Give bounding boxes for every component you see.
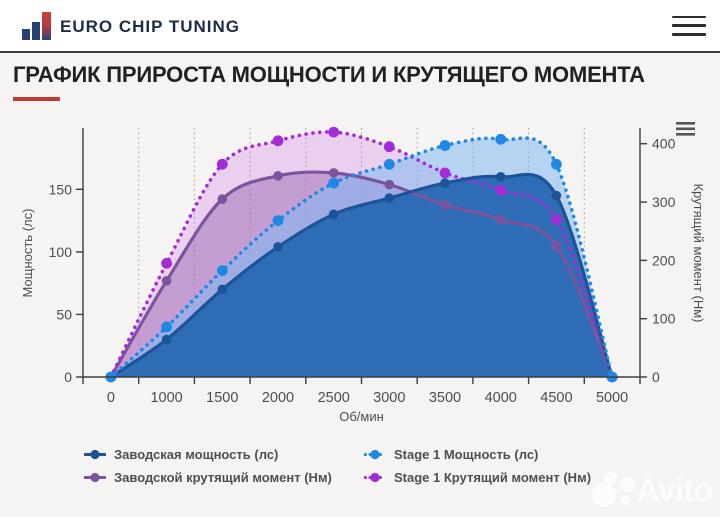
legend-label: Stage 1 Крутящий момент (Нм)	[394, 470, 592, 486]
series-area	[110, 174, 613, 378]
data-point-marker	[440, 200, 450, 211]
data-point-marker	[273, 171, 283, 181]
legend-label: Stage 1 Мощность (лс)	[394, 447, 539, 463]
legend-item[interactable]: Stage 1 Мощность (лс)	[364, 443, 644, 466]
data-point-marker	[495, 134, 507, 146]
data-point-marker	[217, 194, 228, 205]
data-point-marker	[216, 159, 228, 170]
data-point-marker	[384, 180, 395, 190]
data-point-marker	[439, 140, 451, 152]
data-point-marker	[551, 159, 562, 171]
title-accent-bar	[13, 97, 60, 102]
data-point-marker	[551, 214, 562, 226]
x-axis-tick-label: 1500	[206, 390, 238, 406]
data-point-marker	[272, 215, 284, 227]
data-point-marker	[439, 167, 451, 179]
data-point-marker	[383, 141, 395, 153]
hamburger-menu-icon[interactable]	[672, 15, 706, 36]
dyno-chart: 0 50 100 150 0 100 200 300 400 0 1000 1500 2000 2500 3…	[0, 101, 720, 438]
legend-marker-icon	[84, 450, 106, 460]
data-point-marker	[384, 193, 395, 204]
data-point-marker	[217, 284, 228, 295]
right-axis-tick-label: 200	[652, 253, 676, 269]
chart-context-menu-icon[interactable]	[676, 122, 695, 136]
series-line	[109, 170, 614, 379]
data-point-marker	[161, 276, 172, 286]
data-point-marker	[161, 321, 173, 333]
data-point-marker	[272, 135, 284, 147]
right-axis-title: Крутящий момент (Нм)	[691, 184, 706, 323]
right-axis-tick-label: 400	[652, 136, 676, 152]
data-point-marker	[495, 185, 507, 197]
data-point-marker	[161, 258, 173, 270]
legend-item[interactable]: Заводская мощность (лс)	[84, 443, 364, 466]
left-axis-title: Мощность (лс)	[20, 209, 35, 298]
data-point-marker	[273, 242, 283, 253]
left-axis-tick-label: 0	[64, 369, 72, 385]
right-axis-tick-label: 300	[652, 194, 676, 210]
right-axis-tick-label: 0	[652, 369, 660, 385]
left-axis-tick-label: 100	[49, 244, 73, 260]
right-axis-tick-label: 100	[652, 311, 676, 327]
title-section: ГРАФИК ПРИРОСТА МОЩНОСТИ И КРУТЯЩЕГО МОМ…	[0, 53, 720, 102]
data-point-marker	[383, 159, 395, 171]
legend-label: Заводской крутящий момент (Нм)	[114, 470, 332, 486]
page-title: ГРАФИК ПРИРОСТА МОЩНОСТИ И КРУТЯЩЕГО МОМ…	[13, 62, 645, 87]
legend-item[interactable]: Stage 1 Крутящий момент (Нм)	[364, 466, 644, 489]
data-point-marker	[328, 209, 339, 220]
x-axis-tick-label: 0	[107, 390, 115, 406]
data-point-marker	[328, 168, 339, 179]
legend-item[interactable]: Заводской крутящий момент (Нм)	[84, 466, 364, 489]
chart-legend: Заводская мощность (лс) Заводской крутящи…	[84, 443, 720, 489]
left-axis-tick-label: 150	[49, 182, 73, 198]
series-line	[109, 130, 614, 380]
x-axis-tick-label: 3500	[429, 390, 461, 406]
legend-label: Заводская мощность (лс)	[114, 447, 279, 463]
legend-marker-icon	[364, 473, 386, 483]
x-axis-tick-label: 4500	[540, 390, 572, 406]
x-axis-tick-label: 5000	[596, 390, 628, 406]
data-point-marker	[328, 127, 340, 138]
left-axis-tick-label: 50	[56, 307, 72, 323]
brand-name: EURO CHIP TUNING	[60, 16, 241, 36]
header: EURO CHIP TUNING	[0, 0, 720, 53]
data-point-marker	[328, 178, 340, 189]
x-axis-title: Об/мин	[339, 409, 384, 424]
data-point-marker	[551, 241, 562, 251]
x-axis-tick-label: 3000	[373, 390, 405, 406]
x-axis-tick-label: 4000	[485, 390, 517, 406]
data-point-marker	[161, 335, 172, 345]
x-axis-tick-label: 2000	[262, 390, 294, 406]
x-axis-tick-label: 2500	[318, 390, 350, 406]
data-point-marker	[495, 172, 506, 182]
legend-marker-icon	[364, 450, 386, 460]
data-point-marker	[216, 265, 228, 277]
brand-logo: EURO CHIP TUNING	[22, 11, 241, 40]
data-point-marker	[551, 191, 562, 201]
data-point-marker	[495, 215, 506, 225]
legend-marker-icon	[84, 473, 106, 483]
x-axis-tick-label: 1000	[150, 390, 182, 406]
bar-chart-logo-icon	[22, 11, 51, 40]
data-point-marker	[440, 178, 450, 189]
